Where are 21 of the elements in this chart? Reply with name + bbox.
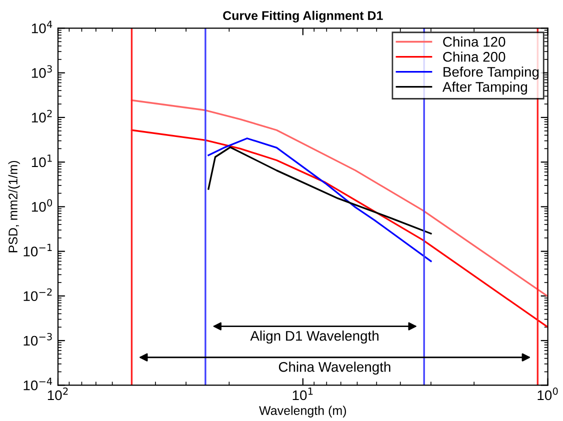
y-tick-label: 10$^{4}$: [32, 20, 52, 34]
x-tick-label: 10$^{1}$: [292, 388, 313, 400]
legend-label: Before Tamping: [444, 66, 539, 80]
annotation: China Wavelength: [278, 362, 390, 375]
y-tick-label: 10$^{3}$: [32, 65, 52, 78]
y-tick-label: 10$^{2}$: [32, 110, 52, 123]
legend-label: China 200: [443, 52, 506, 62]
x-axis-title: Wavelength (m): [259, 406, 346, 418]
x-tick-label: 10$^{0}$: [538, 388, 558, 400]
chart-title: Curve Fitting Alignment D1: [223, 10, 383, 23]
y-tick-label: 10$^{−3}$: [24, 332, 52, 346]
annotation: Align D1 Wavelength: [250, 330, 378, 344]
legend-label: After Tamping: [442, 82, 527, 95]
y-tick-label: 10$^{0}$: [32, 199, 52, 212]
y-axis-title: PSD, mm2/(1/m): [8, 160, 20, 252]
y-tick-label: 10$^{−1}$: [24, 244, 52, 256]
y-tick-label: 10$^{1}$: [32, 154, 52, 168]
y-tick-label: 10$^{−2}$: [24, 288, 52, 302]
legend-label: China 120: [443, 36, 506, 47]
y-tick-label: 10$^{−4}$: [24, 378, 52, 390]
x-tick-label: 10$^{2}$: [48, 388, 68, 400]
